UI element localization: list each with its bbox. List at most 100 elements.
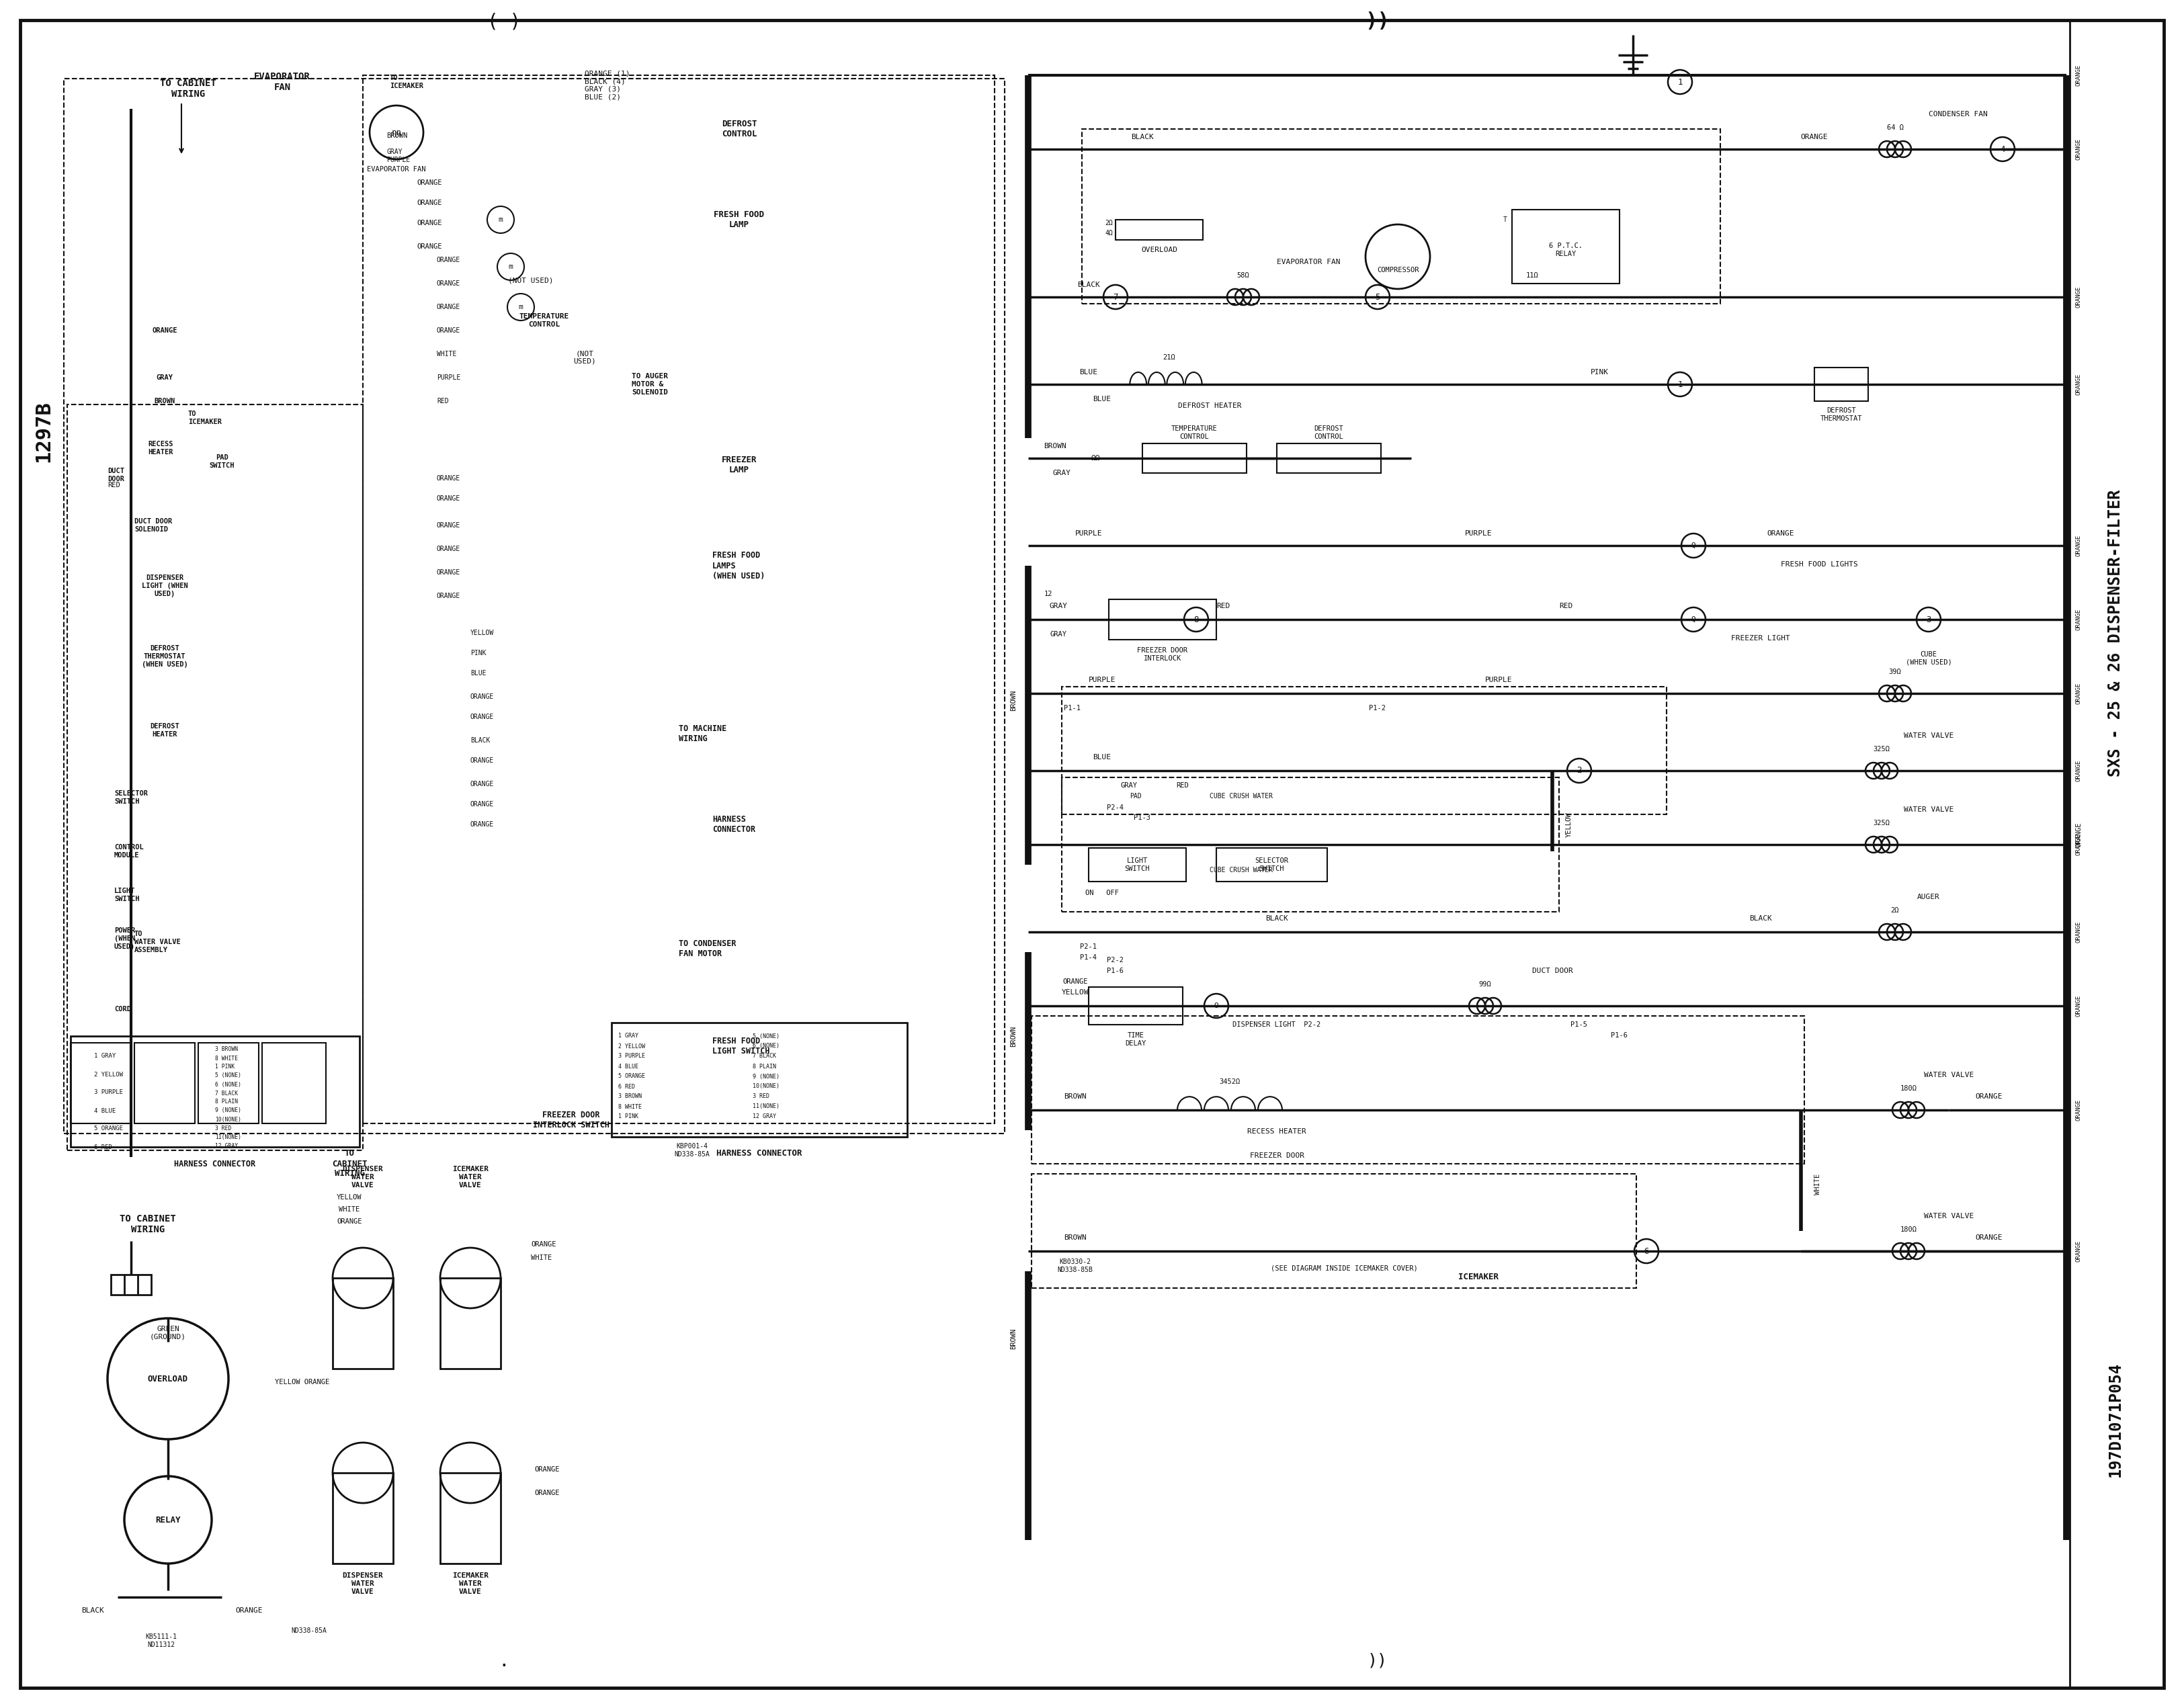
Bar xyxy=(1061,777,1559,912)
Text: BLUE: BLUE xyxy=(1079,369,1099,376)
Text: FREEZER LIGHT: FREEZER LIGHT xyxy=(1732,635,1791,642)
Text: )): )) xyxy=(1365,12,1389,31)
Text: P1-5: P1-5 xyxy=(1570,1021,1588,1028)
Text: ηη: ηη xyxy=(391,128,402,137)
Bar xyxy=(2070,20,2164,1688)
Text: RED: RED xyxy=(1177,782,1188,789)
Text: 3452Ω: 3452Ω xyxy=(1219,1078,1241,1085)
Text: FREEZER DOOR: FREEZER DOOR xyxy=(1249,1153,1304,1160)
Text: ORANGE: ORANGE xyxy=(417,243,441,249)
Text: COMPRESSOR: COMPRESSOR xyxy=(1376,266,1420,273)
Text: 8 PLAIN: 8 PLAIN xyxy=(753,1064,775,1069)
Text: AUGER: AUGER xyxy=(1918,893,1939,900)
Text: 6 (NONE): 6 (NONE) xyxy=(753,1044,780,1049)
Text: BLUE: BLUE xyxy=(1092,396,1112,403)
Text: ORANGE: ORANGE xyxy=(437,256,461,263)
Text: (NOT USED): (NOT USED) xyxy=(509,277,553,284)
Text: ORANGE: ORANGE xyxy=(2075,65,2081,85)
Text: POWER
(WHEN
USED): POWER (WHEN USED) xyxy=(114,927,135,950)
Text: CONTROL
MODULE: CONTROL MODULE xyxy=(114,844,144,859)
Bar xyxy=(68,405,363,1149)
Text: GRAY: GRAY xyxy=(157,374,173,381)
Text: RECESS
HEATER: RECESS HEATER xyxy=(149,441,173,456)
Bar xyxy=(332,1278,393,1368)
Text: ORANGE: ORANGE xyxy=(470,757,494,763)
Text: DEFROST
THERMOSTAT
(WHEN USED): DEFROST THERMOSTAT (WHEN USED) xyxy=(142,646,188,668)
Text: FRESH FOOD
LIGHT SWITCH: FRESH FOOD LIGHT SWITCH xyxy=(712,1037,769,1056)
Text: 1 GRAY: 1 GRAY xyxy=(94,1054,116,1059)
Text: PURPLE: PURPLE xyxy=(437,374,461,381)
Text: 4 BLUE: 4 BLUE xyxy=(618,1064,638,1069)
Text: DISPENSER
LIGHT (WHEN
USED): DISPENSER LIGHT (WHEN USED) xyxy=(142,576,188,598)
Bar xyxy=(1031,1016,1804,1163)
Text: ORANGE: ORANGE xyxy=(2075,996,2081,1016)
Text: 12: 12 xyxy=(1044,591,1053,598)
Text: ORANGE: ORANGE xyxy=(153,328,177,335)
Text: ICEMAKER
WATER
VALVE: ICEMAKER WATER VALVE xyxy=(452,1573,489,1595)
Bar xyxy=(1088,987,1184,1025)
Text: BROWN: BROWN xyxy=(387,132,408,138)
Text: ORANGE: ORANGE xyxy=(1767,529,1795,536)
Text: 9 (NONE): 9 (NONE) xyxy=(214,1108,240,1114)
Text: ORANGE: ORANGE xyxy=(417,220,441,227)
Text: (SEE DIAGRAM INSIDE ICEMAKER COVER): (SEE DIAGRAM INSIDE ICEMAKER COVER) xyxy=(1271,1264,1417,1271)
Text: m: m xyxy=(498,217,502,224)
Bar xyxy=(332,1472,393,1563)
Text: 3 BROWN: 3 BROWN xyxy=(214,1047,238,1052)
Text: ICEMAKER
WATER
VALVE: ICEMAKER WATER VALVE xyxy=(452,1167,489,1189)
Bar xyxy=(262,1044,325,1124)
Text: ORANGE: ORANGE xyxy=(437,523,461,529)
Text: ORANGE: ORANGE xyxy=(417,200,441,207)
Text: DUCT DOOR: DUCT DOOR xyxy=(1531,967,1572,974)
Text: GRAY: GRAY xyxy=(1120,782,1138,789)
Text: RED: RED xyxy=(107,482,120,488)
Text: DEFROST
THERMOSTAT: DEFROST THERMOSTAT xyxy=(1819,407,1863,422)
Text: SXS - 25 & 26 DISPENSER-FILTER: SXS - 25 & 26 DISPENSER-FILTER xyxy=(2108,488,2123,777)
Text: ( ): ( ) xyxy=(487,12,522,31)
Text: Q: Q xyxy=(1690,617,1695,623)
Text: BROWN: BROWN xyxy=(155,398,175,405)
Text: 1: 1 xyxy=(1677,77,1682,87)
Text: 2: 2 xyxy=(1577,767,1581,775)
Text: TEMPERATURE
CONTROL: TEMPERATURE CONTROL xyxy=(1171,425,1216,441)
Text: RED: RED xyxy=(437,398,448,405)
Text: 10(NONE): 10(NONE) xyxy=(214,1117,240,1122)
Text: ORANGE: ORANGE xyxy=(236,1607,262,1614)
Bar xyxy=(70,1044,131,1124)
Bar xyxy=(1116,220,1203,239)
Text: P1-4: P1-4 xyxy=(1081,955,1096,962)
Text: LIGHT
SWITCH: LIGHT SWITCH xyxy=(1125,857,1149,873)
Text: DEFROST HEATER: DEFROST HEATER xyxy=(1177,403,1241,410)
Text: ORANGE: ORANGE xyxy=(535,1489,559,1496)
Bar xyxy=(1278,444,1380,473)
Text: 12 GRAY: 12 GRAY xyxy=(214,1143,238,1149)
Text: ORANGE: ORANGE xyxy=(470,714,494,721)
Text: ORANGE: ORANGE xyxy=(2075,921,2081,943)
Text: 8 PLAIN: 8 PLAIN xyxy=(214,1098,238,1105)
Text: TO
ICEMAKER: TO ICEMAKER xyxy=(389,75,424,89)
Text: 5: 5 xyxy=(1376,292,1380,301)
Text: BROWN: BROWN xyxy=(1044,442,1066,449)
Text: ORANGE: ORANGE xyxy=(336,1218,363,1225)
Text: ORANGE: ORANGE xyxy=(1064,979,1088,986)
Text: BLACK: BLACK xyxy=(1265,915,1289,922)
Text: PINK: PINK xyxy=(1590,369,1607,376)
Text: 7 BLACK: 7 BLACK xyxy=(214,1090,238,1097)
Text: FREEZER
LAMP: FREEZER LAMP xyxy=(721,456,758,475)
Text: SELECTOR
SWITCH: SELECTOR SWITCH xyxy=(1254,857,1289,873)
Text: WATER VALVE: WATER VALVE xyxy=(1904,806,1955,813)
Text: FREEZER DOOR
INTERLOCK SWITCH: FREEZER DOOR INTERLOCK SWITCH xyxy=(533,1110,609,1129)
Text: BROWN: BROWN xyxy=(1009,1327,1018,1349)
Text: FRESH FOOD LIGHTS: FRESH FOOD LIGHTS xyxy=(1780,560,1859,567)
Text: 5 (NONE): 5 (NONE) xyxy=(214,1073,240,1079)
Text: PURPLE: PURPLE xyxy=(1485,676,1511,683)
Text: GREEN
(GROUND): GREEN (GROUND) xyxy=(151,1325,186,1341)
Text: 2 YELLOW: 2 YELLOW xyxy=(94,1071,122,1078)
Text: ΩΩ: ΩΩ xyxy=(1090,454,1101,461)
Text: ORANGE: ORANGE xyxy=(437,304,461,311)
Text: 7: 7 xyxy=(1114,292,1118,301)
Text: BLACK: BLACK xyxy=(81,1607,105,1614)
Bar xyxy=(612,1023,906,1138)
Text: 21Ω: 21Ω xyxy=(1162,354,1175,360)
Text: ORANGE: ORANGE xyxy=(417,179,441,186)
